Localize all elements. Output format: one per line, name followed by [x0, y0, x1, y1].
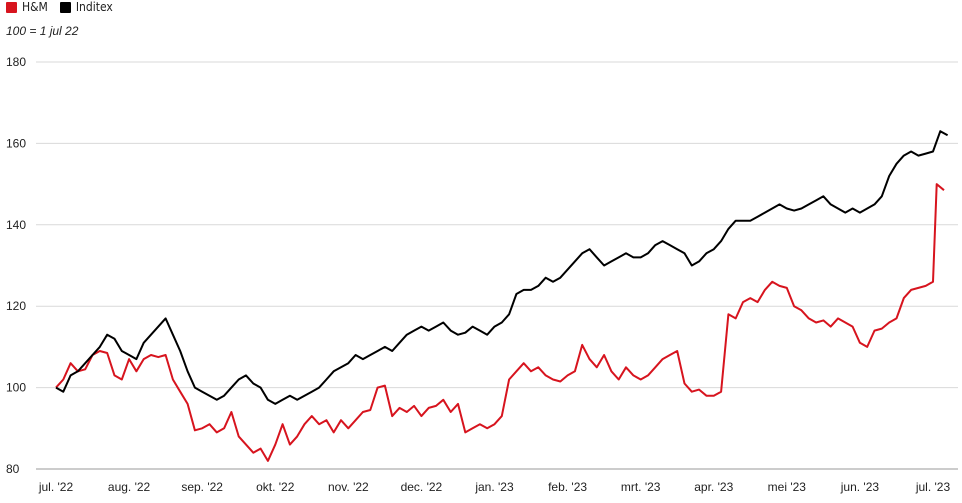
legend-item-inditex: Inditex	[59, 0, 113, 14]
x-tick-label-10: mei '23	[768, 480, 807, 494]
legend-swatch-inditex	[59, 1, 71, 13]
chart-subtitle: 100 = 1 jul 22	[6, 24, 79, 38]
legend-label-hm: H&M	[22, 0, 48, 14]
y-tick-label-180: 180	[6, 55, 26, 69]
x-tick-label-1: aug. '22	[108, 480, 151, 494]
legend-item-hm: H&M	[6, 0, 48, 14]
y-tick-label-160: 160	[6, 136, 26, 150]
series-line-hm	[55, 183, 945, 462]
x-tick-label-8: mrt. '23	[621, 480, 661, 494]
x-tick-label-6: jan. '23	[474, 480, 514, 494]
x-tick-label-5: dec. '22	[401, 480, 443, 494]
y-tick-label-120: 120	[6, 299, 26, 313]
x-tick-label-11: jun. '23	[840, 480, 880, 494]
y-tick-label-80: 80	[6, 462, 20, 476]
x-tick-label-2: sep. '22	[181, 480, 223, 494]
legend: H&M Inditex	[6, 0, 113, 14]
x-tick-label-7: feb. '23	[548, 480, 587, 494]
series-line-inditex	[55, 130, 949, 405]
x-tick-label-4: nov. '22	[328, 480, 369, 494]
x-tick-label-0: jul. '22	[38, 480, 74, 494]
x-tick-label-9: apr. '23	[694, 480, 733, 494]
x-tick-label-3: okt. '22	[256, 480, 295, 494]
y-tick-label-140: 140	[6, 218, 26, 232]
y-tick-label-100: 100	[6, 381, 26, 395]
legend-label-inditex: Inditex	[75, 0, 113, 14]
legend-swatch-hm	[6, 1, 17, 13]
x-tick-label-12: jul. '23	[915, 480, 951, 494]
